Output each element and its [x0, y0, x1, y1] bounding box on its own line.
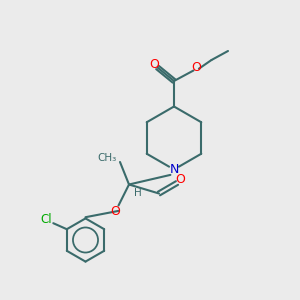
Text: O: O [150, 58, 159, 71]
Text: H: H [134, 188, 142, 198]
Text: CH₃: CH₃ [98, 153, 117, 164]
Text: O: O [111, 205, 120, 218]
Text: O: O [176, 173, 185, 186]
Text: N: N [169, 163, 179, 176]
Text: Cl: Cl [40, 213, 52, 226]
Text: O: O [191, 61, 201, 74]
